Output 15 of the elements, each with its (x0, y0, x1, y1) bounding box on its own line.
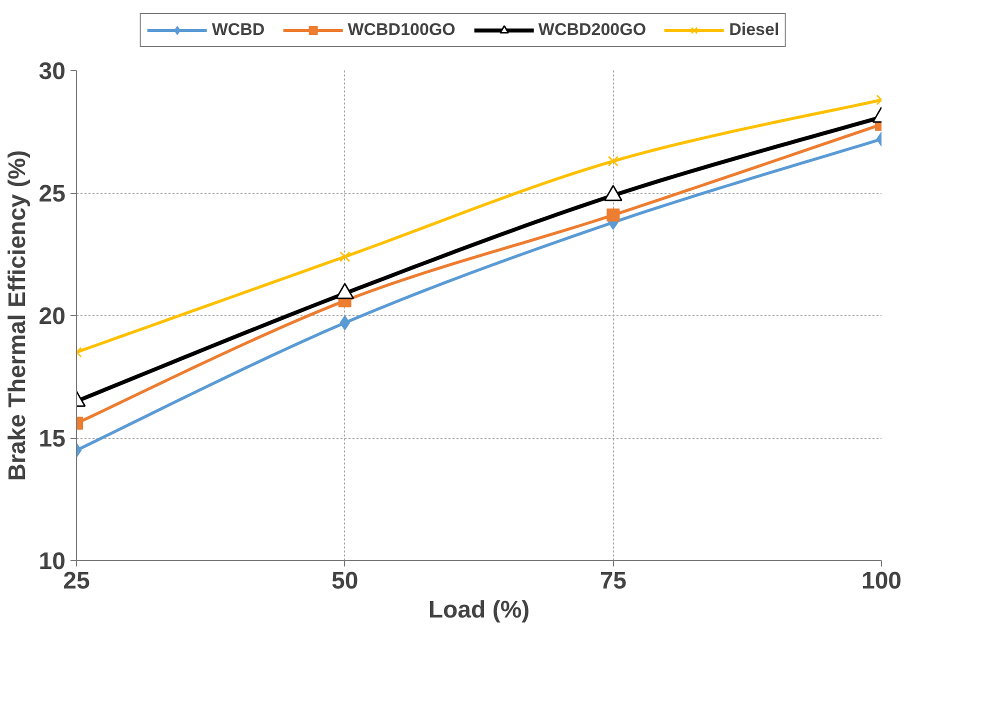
y-tick-label: 10 (38, 548, 66, 575)
x-tick-label: 50 (331, 568, 358, 594)
legend-label: WCBD100GO (348, 20, 456, 40)
legend-label: WCBD (212, 20, 265, 40)
x-axis-title: Load (%) (428, 596, 530, 624)
y-tick-label: 20 (38, 303, 66, 330)
x-tick-label: 100 (861, 568, 902, 594)
y-axis-title: Brake Thermal Efficiency (%) (4, 150, 31, 481)
legend-label: WCBD200GO (538, 20, 646, 40)
y-tick-label: 30 (38, 58, 66, 85)
x-tick-label: 25 (63, 568, 90, 594)
y-tick-label: 15 (38, 426, 66, 452)
y-tick-label: 25 (38, 180, 66, 208)
x-tick-label: 75 (600, 568, 627, 594)
legend-label: Diesel (729, 20, 780, 40)
